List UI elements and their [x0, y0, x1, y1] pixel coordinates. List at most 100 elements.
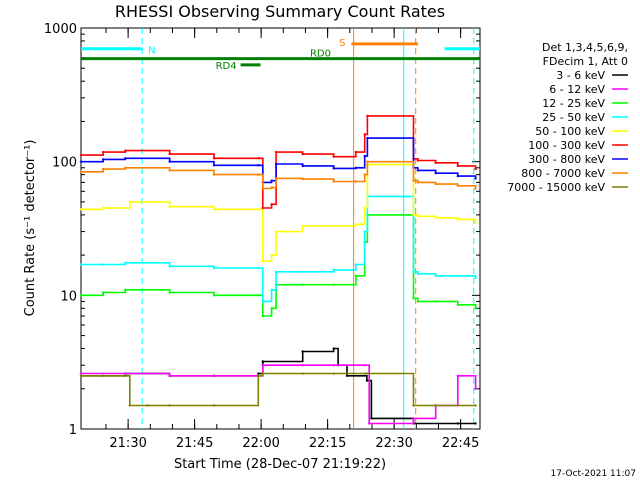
x-tick-label: 22:15	[309, 436, 346, 451]
data-point	[332, 372, 335, 375]
data-point	[101, 167, 105, 171]
data-point	[212, 157, 216, 160]
data-point	[434, 171, 437, 175]
plot-area: 1 10 100 1000 21:30 21:45 22:00 22:15 22:30 22:45…	[44, 22, 481, 451]
data-point	[434, 216, 437, 220]
y-axis-label: Count Rate (s⁻¹ detector⁻¹)	[23, 140, 38, 317]
data-point	[101, 150, 105, 154]
data-point	[354, 223, 358, 226]
data-point	[456, 164, 460, 168]
data-point	[128, 200, 131, 204]
data-point	[270, 186, 273, 189]
data-point	[257, 164, 260, 167]
data-point	[270, 307, 273, 310]
data-point	[474, 307, 477, 310]
data-point	[124, 206, 127, 210]
data-point	[474, 167, 477, 171]
data-point	[261, 300, 264, 303]
data-point	[301, 152, 304, 156]
data-point	[124, 166, 127, 169]
legend: Det 1,3,4,5,6,9,FDecim 1, Att 03 - 6 keV…	[507, 41, 628, 194]
data-point	[434, 182, 437, 186]
data-point	[101, 263, 105, 266]
y-tick-label: 1	[69, 423, 77, 438]
data-point	[474, 422, 477, 425]
data-point	[456, 174, 460, 178]
data-point	[301, 177, 304, 181]
data-point	[168, 205, 171, 208]
data-point	[79, 263, 83, 266]
data-point	[363, 154, 366, 158]
data-point	[301, 164, 304, 168]
data-point	[301, 350, 304, 353]
data-point	[363, 230, 366, 233]
data-point	[474, 276, 477, 280]
data-point	[416, 159, 420, 162]
data-point	[79, 160, 83, 163]
data-point	[168, 374, 171, 378]
data-point	[101, 291, 105, 294]
data-point	[416, 272, 420, 275]
data-point	[363, 133, 366, 136]
data-point	[456, 184, 460, 187]
data-point	[456, 374, 460, 378]
data-point	[354, 263, 358, 266]
data-point	[416, 215, 420, 218]
data-point	[274, 270, 278, 273]
data-point	[412, 404, 415, 407]
y-tick-label: 1000	[44, 22, 77, 37]
plot-frame	[80, 27, 481, 430]
x-tick-label: 22:00	[242, 436, 279, 451]
data-point	[274, 162, 278, 166]
data-point	[456, 422, 460, 425]
data-point	[124, 261, 127, 265]
data-point	[212, 164, 216, 167]
data-point	[354, 180, 358, 183]
data-point	[474, 187, 477, 190]
legend-header-line: Det 1,3,4,5,6,9,	[542, 41, 628, 54]
x-tick-label: 21:30	[109, 436, 146, 451]
chart-footer-timestamp: 17-Oct-2021 11:07	[551, 469, 636, 479]
x-tick-label: 21:45	[176, 436, 213, 451]
y-tick-label: 100	[52, 156, 77, 171]
data-point	[301, 364, 304, 367]
legend-header-line: FDecim 1, Att 0	[543, 55, 628, 68]
data-point	[456, 274, 460, 278]
data-point	[124, 149, 127, 152]
data-point	[257, 173, 260, 176]
data-point	[261, 260, 264, 263]
data-point	[301, 372, 304, 375]
data-point	[345, 374, 349, 378]
data-point	[212, 173, 216, 176]
data-point	[79, 170, 83, 173]
data-point	[270, 288, 273, 292]
data-point	[257, 208, 260, 211]
data-point	[212, 294, 216, 297]
data-point	[366, 114, 369, 118]
data-point	[365, 379, 369, 382]
series-line-5	[81, 163, 477, 262]
data-point	[474, 404, 477, 407]
legend-entry-label: 300 - 800 keV	[528, 153, 605, 166]
legend-entry-label: 25 - 50 keV	[542, 111, 605, 124]
data-point	[474, 387, 477, 390]
data-point	[168, 265, 171, 268]
data-point	[434, 274, 437, 278]
data-point	[270, 203, 273, 206]
data-point	[332, 283, 335, 286]
data-point	[101, 158, 105, 161]
data-point	[101, 374, 105, 378]
data-point	[416, 300, 420, 303]
data-point	[434, 404, 437, 407]
data-point	[366, 136, 369, 140]
data-point	[257, 374, 260, 378]
data-point	[301, 224, 304, 228]
series-line-8	[81, 160, 477, 190]
data-point	[124, 374, 127, 378]
chart-title: RHESSI Observing Summary Count Rates	[115, 2, 445, 21]
data-point	[456, 404, 460, 407]
data-point	[261, 360, 264, 363]
series-line-9	[81, 372, 476, 407]
data-point	[270, 179, 273, 182]
legend-entry-label: 3 - 6 keV	[556, 69, 605, 82]
